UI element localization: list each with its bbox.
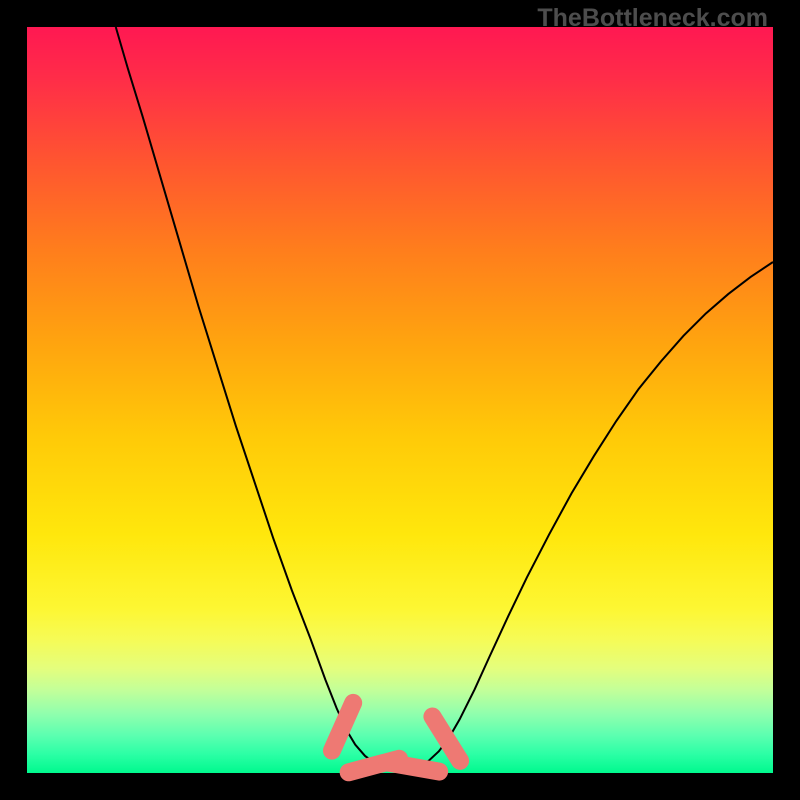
curve-marker-hit-m1[interactable] [326, 710, 360, 744]
plot-background [27, 27, 773, 773]
bottleneck-chart [0, 0, 800, 800]
curve-marker-hit-m4[interactable] [429, 722, 463, 756]
curve-marker-hit-m2[interactable] [357, 749, 391, 783]
